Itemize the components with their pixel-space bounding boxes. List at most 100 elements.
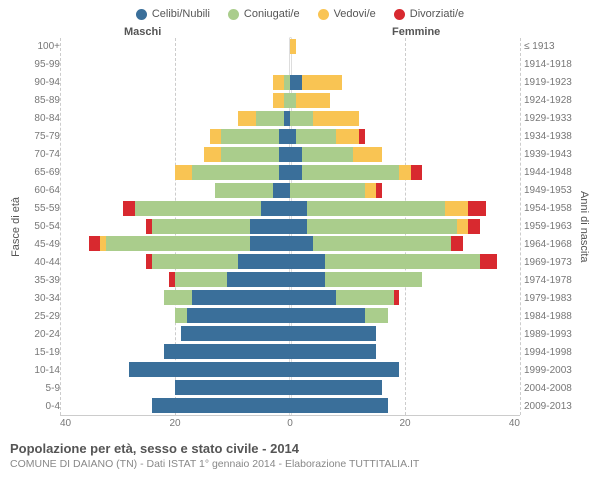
bar-m-cel	[129, 362, 290, 377]
age-tick: 90-94	[24, 74, 60, 92]
legend-label-divorziati: Divorziati/e	[410, 8, 464, 20]
bar-m-div	[146, 254, 152, 269]
birth-tick: 1919-1923	[524, 74, 576, 92]
bar-f-ved	[302, 75, 342, 90]
pyramid-row	[60, 110, 520, 128]
y-axis-left-label: Fasce di età	[10, 197, 24, 257]
x-tick: 40	[463, 418, 521, 429]
chart-area: Fasce di età 100+95-9990-9485-8980-8475-…	[10, 38, 590, 416]
chart-title: Popolazione per età, sesso e stato civil…	[10, 441, 590, 456]
pyramid-row	[60, 271, 520, 289]
birth-tick: 1914-1918	[524, 56, 576, 74]
bar-f-cel	[290, 75, 302, 90]
pyramid-row	[60, 164, 520, 182]
bar-m-con	[192, 165, 278, 180]
pyramid-row	[60, 92, 520, 110]
side-label-maschi: Maschi	[10, 26, 322, 38]
bar-f-cel	[290, 308, 365, 323]
bar-f-con	[325, 254, 480, 269]
age-tick: 80-84	[24, 110, 60, 128]
birth-tick: 1939-1943	[524, 146, 576, 164]
bar-f-div	[376, 183, 382, 198]
bar-f-ved	[399, 165, 411, 180]
bar-f-ved	[313, 111, 359, 126]
birth-tick: 2004-2008	[524, 380, 576, 398]
birth-tick: 1989-1993	[524, 326, 576, 344]
bar-m-con	[106, 236, 250, 251]
pyramid-row	[60, 307, 520, 325]
bar-m-cel	[261, 201, 290, 216]
birth-tick: ≤ 1913	[524, 38, 576, 56]
bar-f-con	[290, 111, 313, 126]
bar-f-cel	[290, 254, 325, 269]
bar-m-cel	[192, 290, 290, 305]
bar-m-ved	[210, 129, 222, 144]
swatch-coniugati	[228, 9, 239, 20]
bar-f-cel	[290, 380, 382, 395]
bar-m-div	[169, 272, 175, 287]
age-tick: 100+	[24, 38, 60, 56]
birth-tick: 1984-1988	[524, 308, 576, 326]
bar-rows	[60, 38, 520, 415]
age-tick: 30-34	[24, 290, 60, 308]
age-tick: 70-74	[24, 146, 60, 164]
birth-tick: 1949-1953	[524, 182, 576, 200]
bar-f-div	[411, 165, 423, 180]
bar-f-con	[302, 147, 354, 162]
legend-label-celibi: Celibi/Nubili	[152, 8, 210, 20]
side-label-femmine: Femmine	[322, 26, 590, 38]
bar-m-cel	[175, 380, 290, 395]
birth-tick: 1959-1963	[524, 218, 576, 236]
legend-item-celibi: Celibi/Nubili	[136, 8, 210, 20]
bar-f-div	[359, 129, 365, 144]
bar-m-con	[152, 219, 250, 234]
bar-m-ved	[100, 236, 106, 251]
bar-f-con	[302, 165, 400, 180]
bar-f-ved	[296, 93, 331, 108]
bar-m-ved	[273, 93, 285, 108]
age-tick: 20-24	[24, 326, 60, 344]
x-tick: 40	[60, 418, 118, 429]
bar-m-cel	[250, 236, 290, 251]
birth-tick: 1999-2003	[524, 362, 576, 380]
bar-m-con	[164, 290, 193, 305]
bar-f-ved	[445, 201, 468, 216]
pyramid-row	[60, 146, 520, 164]
pyramid-row	[60, 361, 520, 379]
bar-m-div	[146, 219, 152, 234]
pyramid-row	[60, 38, 520, 56]
bar-m-con	[175, 308, 187, 323]
age-tick: 65-69	[24, 164, 60, 182]
birth-tick: 1974-1978	[524, 272, 576, 290]
pyramid-row	[60, 128, 520, 146]
legend-label-vedovi: Vedovi/e	[334, 8, 376, 20]
legend-item-vedovi: Vedovi/e	[318, 8, 376, 20]
bar-m-div	[123, 201, 135, 216]
bar-f-cel	[290, 201, 307, 216]
bar-f-con	[296, 129, 336, 144]
age-tick: 15-19	[24, 344, 60, 362]
pyramid-row	[60, 253, 520, 271]
swatch-divorziati	[394, 9, 405, 20]
bar-f-ved	[365, 183, 377, 198]
bar-f-cel	[290, 219, 307, 234]
bar-f-div	[451, 236, 463, 251]
bar-m-cel	[279, 147, 291, 162]
bar-m-con	[256, 111, 285, 126]
bar-m-cel	[152, 398, 290, 413]
bar-f-div	[394, 290, 400, 305]
bar-m-cel	[187, 308, 291, 323]
pyramid-row	[60, 235, 520, 253]
pyramid-row	[60, 56, 520, 74]
footer: Popolazione per età, sesso e stato civil…	[10, 441, 590, 470]
bar-m-cel	[238, 254, 290, 269]
bar-f-cel	[290, 326, 376, 341]
pyramid-row	[60, 200, 520, 218]
bar-f-cel	[290, 272, 325, 287]
birth-tick: 1924-1928	[524, 92, 576, 110]
bar-f-div	[468, 219, 480, 234]
bar-m-ved	[175, 165, 192, 180]
pyramid-row	[60, 397, 520, 415]
chart-subtitle: COMUNE DI DAIANO (TN) - Dati ISTAT 1° ge…	[10, 458, 590, 470]
birth-tick: 2009-2013	[524, 398, 576, 416]
